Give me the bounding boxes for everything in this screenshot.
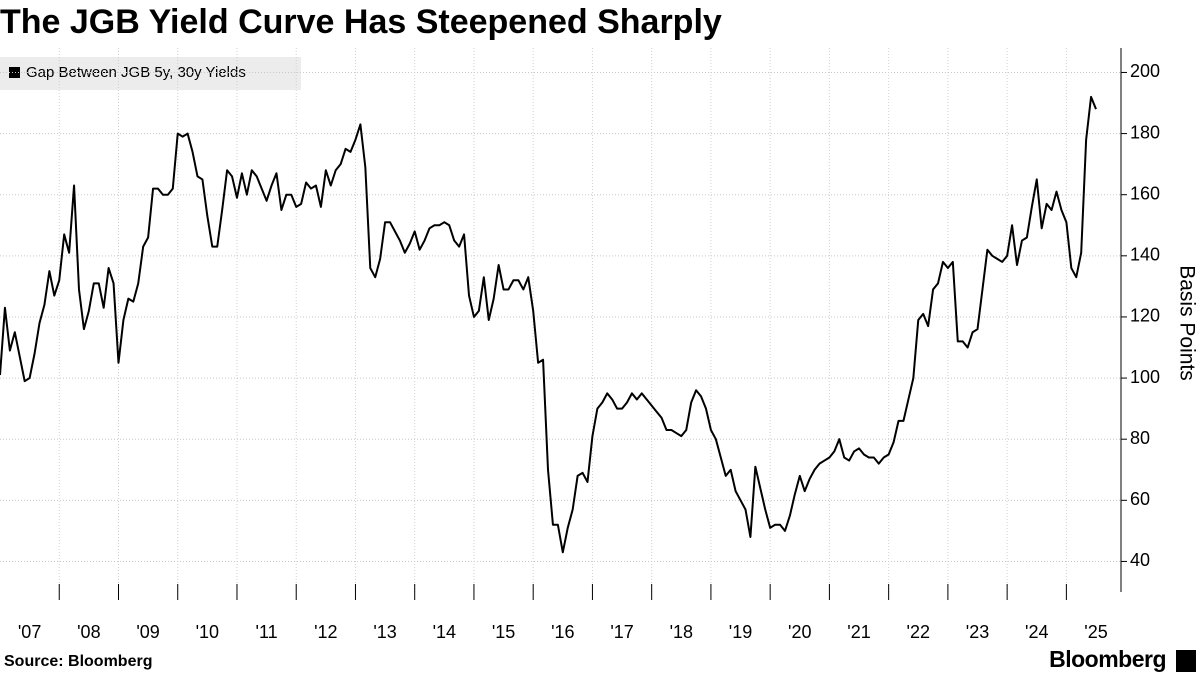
y-tick-label: 60 xyxy=(1130,489,1150,509)
y-tick-label: 160 xyxy=(1130,183,1160,203)
legend-swatch xyxy=(9,67,20,78)
x-tick-label: '17 xyxy=(610,622,633,642)
y-tick-label: 140 xyxy=(1130,245,1160,265)
x-tick-label: '07 xyxy=(18,622,41,642)
source: Source: Bloomberg xyxy=(4,653,152,670)
x-tick-label: '24 xyxy=(1025,622,1048,642)
y-tick-label: 100 xyxy=(1130,367,1160,387)
x-tick-label: '15 xyxy=(492,622,515,642)
x-tick-label: '13 xyxy=(373,622,396,642)
x-tick-label: '18 xyxy=(670,622,693,642)
x-tick-label: '14 xyxy=(433,622,456,642)
x-tick-label: '22 xyxy=(907,622,930,642)
x-tick-label: '10 xyxy=(196,622,219,642)
y-axis-title: Basis Points xyxy=(1175,265,1198,381)
x-tick-label: '09 xyxy=(136,622,159,642)
logo-icon xyxy=(1176,650,1196,672)
legend-box xyxy=(0,57,301,90)
x-tick-label: '25 xyxy=(1084,622,1107,642)
x-tick-label: '23 xyxy=(966,622,989,642)
chart-title: The JGB Yield Curve Has Steepened Sharpl… xyxy=(0,3,722,41)
logo: Bloomberg xyxy=(1049,646,1166,672)
y-tick-label: 200 xyxy=(1130,61,1160,81)
data-line xyxy=(0,95,1097,554)
x-tick-label: '08 xyxy=(77,622,100,642)
x-tick-label: '16 xyxy=(551,622,574,642)
y-tick-label: 120 xyxy=(1130,306,1160,326)
y-tick-label: 40 xyxy=(1130,550,1150,570)
x-tick-label: '12 xyxy=(314,622,337,642)
x-tick-label: '11 xyxy=(256,622,278,642)
x-tick-label: '19 xyxy=(729,622,752,642)
x-tick-label: '20 xyxy=(788,622,811,642)
y-tick-label: 80 xyxy=(1130,428,1150,448)
x-tick-label: '21 xyxy=(847,622,870,642)
y-tick-label: 180 xyxy=(1130,122,1160,142)
